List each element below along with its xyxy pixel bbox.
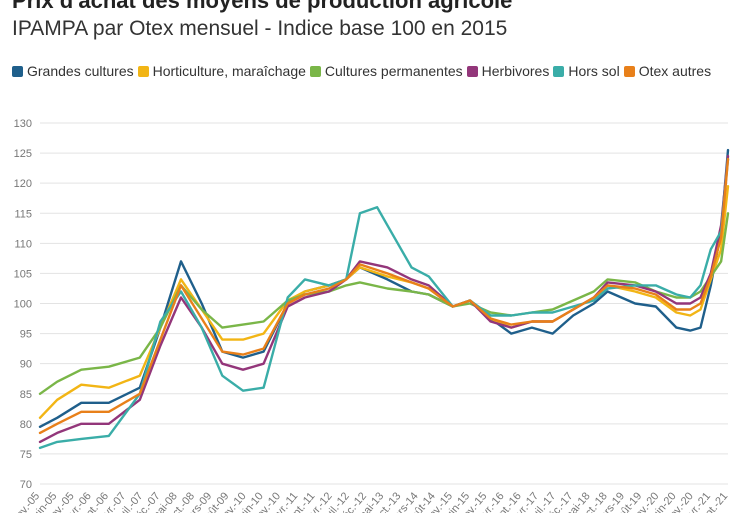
y-tick-label: 85 xyxy=(20,389,32,401)
chart-subtitle: IPAMPA par Otex mensuel - Indice base 10… xyxy=(12,17,508,40)
legend-item[interactable]: Grandes cultures xyxy=(12,61,134,81)
y-tick-label: 110 xyxy=(14,238,32,250)
y-tick-label: 105 xyxy=(14,268,32,280)
chart-legend: Grandes cultures Horticulture, maraîchage… xyxy=(12,61,732,82)
legend-label: Cultures permanentes xyxy=(324,63,463,79)
y-tick-label: 80 xyxy=(20,419,32,431)
legend-swatch xyxy=(309,65,321,77)
legend-item[interactable]: Horticulture, maraîchage xyxy=(137,61,306,81)
legend-label: Herbivores xyxy=(481,63,550,79)
chart-title: Prix d'achat des moyens de production ag… xyxy=(12,0,513,13)
legend-swatch xyxy=(623,65,635,77)
y-tick-label: 95 xyxy=(20,329,32,341)
legend-item[interactable]: Herbivores xyxy=(466,61,550,81)
y-tick-label: 125 xyxy=(14,148,32,160)
y-tick-label: 120 xyxy=(14,178,32,190)
y-tick-label: 75 xyxy=(20,449,32,461)
legend-label: Hors sol xyxy=(568,63,620,79)
series-line xyxy=(38,157,730,450)
legend-item[interactable]: Hors sol xyxy=(553,61,620,81)
y-tick-label: 130 xyxy=(14,118,32,130)
y-tick-label: 100 xyxy=(14,299,32,311)
series-line xyxy=(38,154,730,444)
legend-swatch xyxy=(12,65,23,77)
legend-label: Otex autres xyxy=(638,63,712,79)
legend-swatch xyxy=(137,65,149,77)
y-tick-label: 90 xyxy=(20,359,32,371)
legend-item[interactable]: Cultures permanentes xyxy=(309,61,463,81)
legend-label: Horticulture, maraîchage xyxy=(152,63,306,79)
legend-item[interactable]: Otex autres xyxy=(623,61,712,81)
legend-swatch xyxy=(553,65,565,77)
series-line xyxy=(38,157,730,435)
y-tick-label: 70 xyxy=(20,479,32,491)
legend-label: Grandes cultures xyxy=(27,63,134,79)
legend-swatch xyxy=(466,65,478,77)
y-tick-label: 115 xyxy=(14,208,32,220)
